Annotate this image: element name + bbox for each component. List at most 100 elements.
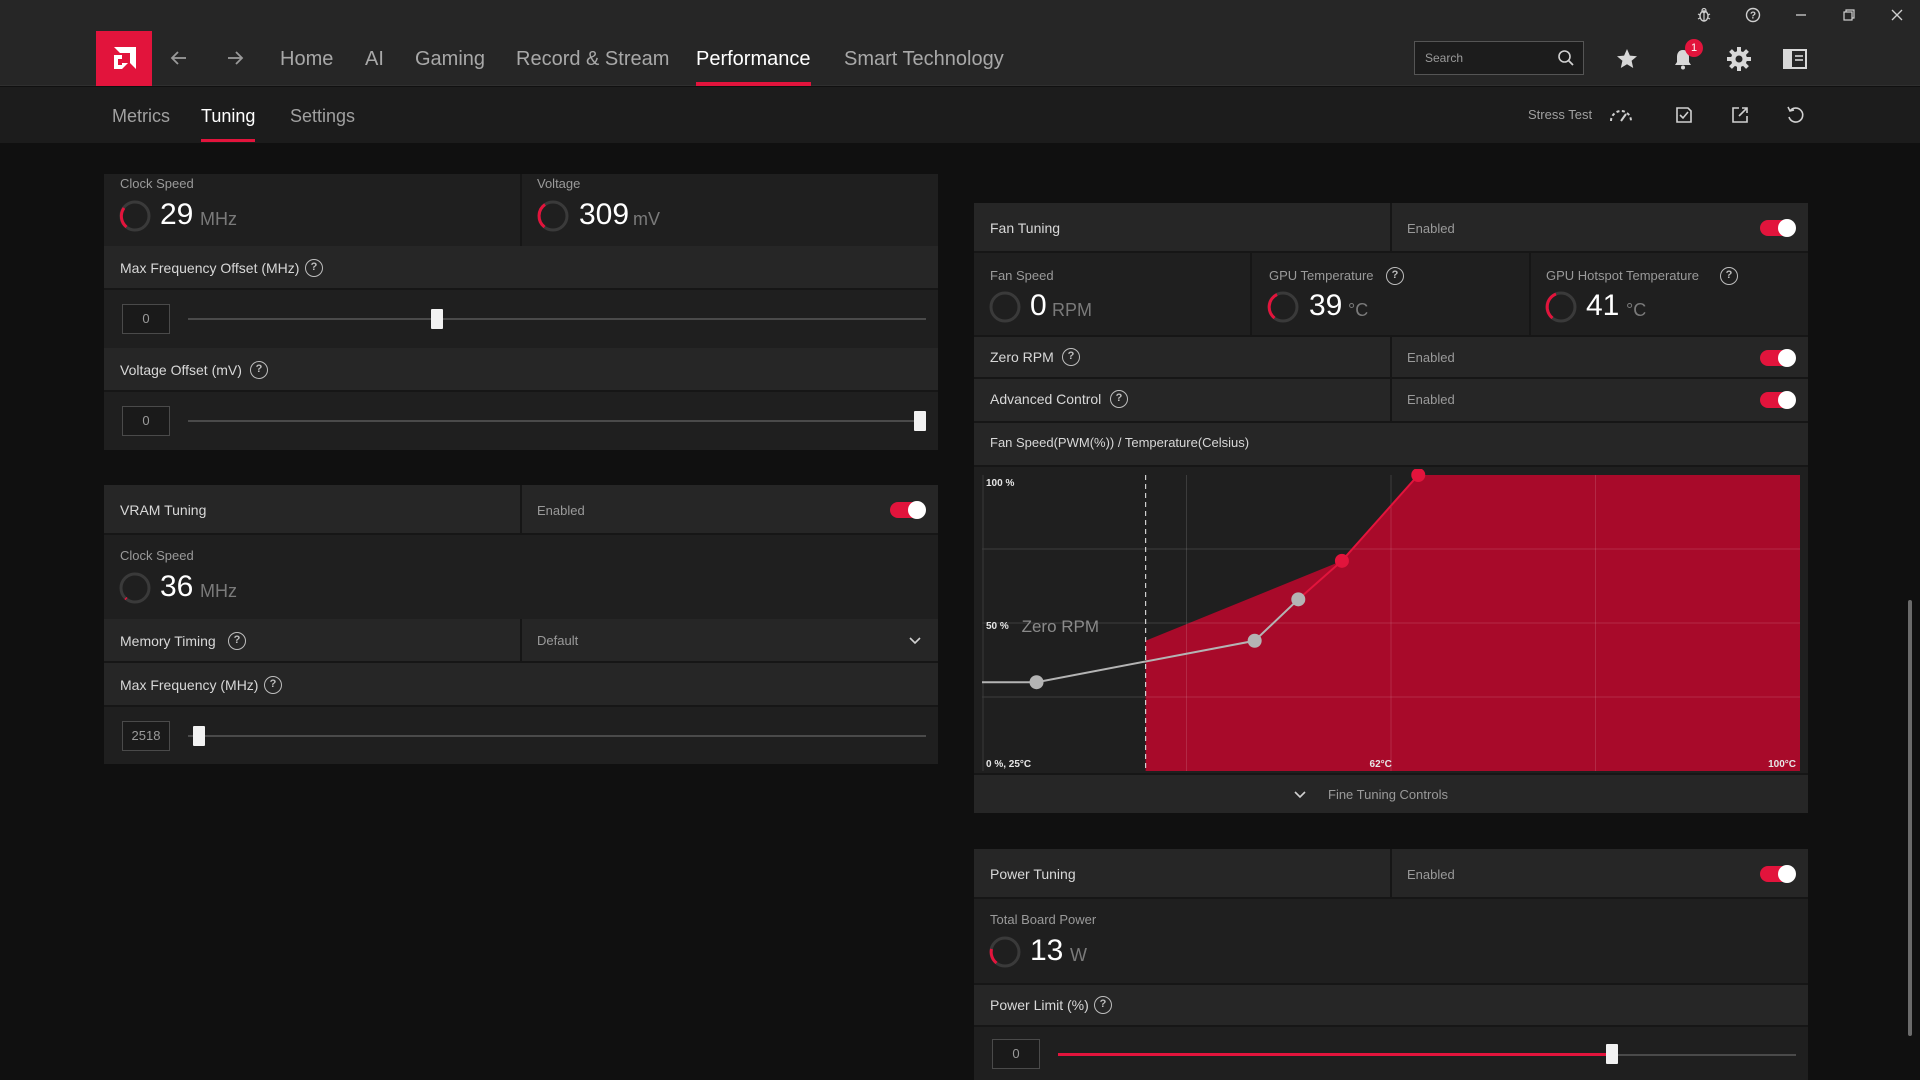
- nav-home[interactable]: Home: [280, 48, 334, 70]
- memory-timing-divider: [520, 619, 522, 663]
- power-tuning-toggle[interactable]: [1760, 865, 1796, 883]
- fan-curve-svg[interactable]: 100 % 50 % 0 %, 25°C 62°C 100°C Zero RPM: [982, 469, 1800, 773]
- reset-icon[interactable]: [1781, 101, 1809, 129]
- vram-max-freq-slider-row: 2518: [104, 707, 938, 764]
- power-limit-input[interactable]: 0: [992, 1039, 1040, 1069]
- vram-max-freq-slider-thumb[interactable]: [193, 726, 206, 746]
- restore-icon[interactable]: [1826, 0, 1872, 30]
- gpu-temp-help-icon[interactable]: ?: [1386, 267, 1404, 285]
- vram-tuning-panel: VRAM Tuning Enabled Clock Speed 36 MHz M…: [104, 485, 938, 764]
- nav-ai[interactable]: AI: [365, 48, 384, 70]
- fine-tuning-controls-toggle[interactable]: Fine Tuning Controls: [974, 773, 1808, 813]
- zero-rpm-divider: [1390, 337, 1392, 381]
- advanced-control-status: Enabled: [1407, 392, 1455, 407]
- hotspot-temp-gauge-icon: [1544, 290, 1578, 324]
- voltage-offset-input[interactable]: 0: [122, 406, 170, 436]
- power-limit-slider-thumb[interactable]: [1606, 1044, 1619, 1064]
- gpu-temp-unit: °C: [1348, 300, 1369, 320]
- settings-gear-icon[interactable]: [1722, 42, 1756, 76]
- bug-icon[interactable]: [1681, 0, 1727, 30]
- vram-max-freq-input[interactable]: 2518: [122, 721, 170, 751]
- max-freq-offset-slider-thumb[interactable]: [431, 309, 444, 329]
- advanced-control-help-icon[interactable]: ?: [1110, 390, 1128, 408]
- svg-text:?: ?: [1750, 11, 1756, 22]
- fine-tuning-controls-label: Fine Tuning Controls: [1328, 787, 1448, 802]
- search-input[interactable]: [1425, 42, 1545, 74]
- metrics-divider: [520, 174, 522, 246]
- help-icon[interactable]: ?: [1730, 0, 1776, 30]
- hotspot-temp-label: GPU Hotspot Temperature: [1546, 268, 1699, 283]
- fan-curve-point-4[interactable]: [1411, 469, 1426, 482]
- minimize-icon[interactable]: [1778, 0, 1824, 30]
- vram-max-freq-label: Max Frequency (MHz): [120, 677, 259, 693]
- vram-max-freq-track[interactable]: [188, 735, 926, 737]
- fan-curve-point-3[interactable]: [1334, 553, 1349, 568]
- fan-curve-point-0[interactable]: [1029, 675, 1044, 690]
- memory-timing-dropdown[interactable]: Default: [522, 619, 938, 663]
- vram-max-freq-help-icon[interactable]: ?: [264, 676, 282, 694]
- power-limit-slider-row: 0: [974, 1027, 1808, 1080]
- nav-smart-technology[interactable]: Smart Technology: [844, 48, 1004, 70]
- title-bar: ?: [0, 0, 1920, 30]
- advanced-control-toggle[interactable]: [1760, 391, 1796, 409]
- clock-speed-label: Clock Speed: [120, 176, 194, 191]
- vram-max-freq-row: Max Frequency (MHz) ?: [104, 663, 938, 707]
- vram-clock-speed-value: 36: [160, 570, 194, 603]
- favorites-star-icon[interactable]: [1610, 42, 1644, 76]
- zero-rpm-region-label: Zero RPM: [1022, 617, 1099, 636]
- max-freq-offset-help-icon[interactable]: ?: [305, 259, 323, 277]
- vram-tuning-toggle[interactable]: [890, 501, 926, 519]
- voltage-offset-help-icon[interactable]: ?: [250, 361, 268, 379]
- export-icon[interactable]: [1726, 101, 1754, 129]
- voltage-offset-slider-thumb[interactable]: [914, 411, 926, 431]
- header-divider: [1390, 203, 1392, 253]
- power-tuning-panel: Power Tuning Enabled Total Board Power 1…: [974, 849, 1808, 1080]
- power-metrics-row: Total Board Power 13 W: [974, 899, 1808, 983]
- fan-speed-gauge-icon: [988, 290, 1022, 324]
- fan-chart-title-row: Fan Speed(PWM(%)) / Temperature(Celsius): [974, 423, 1808, 467]
- fan-tuning-status: Enabled: [1407, 221, 1455, 236]
- back-arrow-icon[interactable]: [165, 44, 193, 72]
- voltage-offset-track[interactable]: [188, 420, 926, 422]
- tab-settings[interactable]: Settings: [290, 106, 356, 126]
- save-profile-icon[interactable]: [1670, 101, 1698, 129]
- tab-metrics[interactable]: Metrics: [112, 106, 170, 126]
- fan-tuning-title: Fan Tuning: [990, 220, 1061, 236]
- fan-tuning-toggle[interactable]: [1760, 219, 1796, 237]
- chevron-down-icon: [1292, 787, 1308, 803]
- y-axis-mid-label: 50 %: [986, 621, 1009, 632]
- fan-curve-point-1[interactable]: [1247, 633, 1262, 648]
- search-icon[interactable]: [1557, 49, 1575, 67]
- stress-test-label: Stress Test: [1528, 107, 1593, 122]
- scrollbar[interactable]: [1908, 600, 1912, 1036]
- power-tuning-title: Power Tuning: [990, 866, 1076, 882]
- hotspot-temp-help-icon[interactable]: ?: [1720, 267, 1738, 285]
- tab-tuning[interactable]: Tuning: [201, 87, 256, 142]
- clock-speed-gauge-icon: [118, 199, 152, 233]
- max-freq-offset-track[interactable]: [188, 318, 926, 320]
- forward-arrow-icon[interactable]: [221, 44, 249, 72]
- stress-test-gauge-icon[interactable]: [1607, 101, 1635, 129]
- fan-tuning-panel: Fan Tuning Enabled Fan Speed 0 RPM GPU T…: [974, 203, 1808, 813]
- max-freq-offset-slider-row: 0: [104, 290, 938, 348]
- amd-logo-icon[interactable]: [96, 31, 152, 86]
- voltage-offset-row: Voltage Offset (mV) ?: [104, 348, 938, 392]
- nav-performance[interactable]: Performance: [696, 30, 811, 86]
- close-icon[interactable]: [1874, 0, 1920, 30]
- power-limit-help-icon[interactable]: ?: [1094, 996, 1112, 1014]
- power-limit-fill: [1058, 1053, 1613, 1056]
- fan-curve-point-2[interactable]: [1291, 592, 1306, 607]
- zero-rpm-help-icon[interactable]: ?: [1062, 348, 1080, 366]
- power-limit-label: Power Limit (%): [990, 997, 1089, 1013]
- memory-timing-row: Memory Timing ? Default: [104, 619, 938, 663]
- nav-gaming[interactable]: Gaming: [415, 48, 486, 70]
- gpu-temp-label: GPU Temperature: [1269, 268, 1374, 283]
- vram-metrics-row: Clock Speed 36 MHz: [104, 535, 938, 619]
- memory-timing-help-icon[interactable]: ?: [228, 632, 246, 650]
- zero-rpm-toggle[interactable]: [1760, 349, 1796, 367]
- sidebar-panel-icon[interactable]: [1778, 42, 1812, 76]
- max-freq-offset-input[interactable]: 0: [122, 304, 170, 334]
- nav-record-stream[interactable]: Record & Stream: [516, 48, 670, 70]
- memory-timing-label: Memory Timing: [120, 633, 216, 649]
- advanced-control-label: Advanced Control: [990, 391, 1102, 407]
